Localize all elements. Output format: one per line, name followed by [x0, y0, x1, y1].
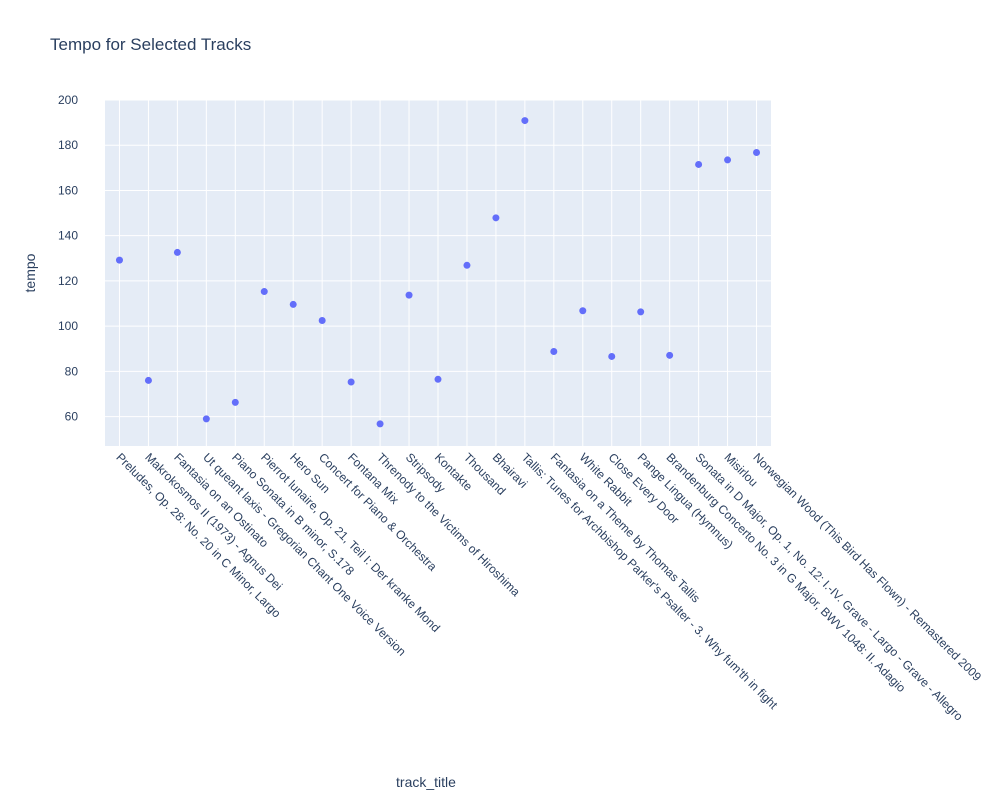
- data-point[interactable]: [550, 347, 558, 355]
- data-point[interactable]: [289, 300, 297, 308]
- data-point[interactable]: [434, 375, 442, 383]
- y-tick-label: 120: [58, 274, 78, 288]
- y-axis-title: tempo: [22, 253, 38, 292]
- x-tick-label: Sonata in D Major, Op. 1, No. 12: I.-IV.…: [692, 450, 965, 723]
- y-tick-label: 160: [58, 183, 78, 197]
- y-tick-label: 80: [65, 364, 79, 378]
- data-point[interactable]: [231, 398, 239, 406]
- x-axis-ticks: Preludes, Op. 28: No. 20 in C Minor, Lar…: [113, 450, 984, 723]
- chart-title: Tempo for Selected Tracks: [50, 35, 251, 54]
- data-point[interactable]: [666, 351, 674, 359]
- data-point[interactable]: [376, 420, 384, 428]
- y-axis-ticks: 60 80 100 120 140 160 180 200: [58, 93, 78, 424]
- data-point[interactable]: [115, 256, 123, 264]
- y-tick-label: 180: [58, 138, 78, 152]
- data-point[interactable]: [347, 378, 355, 386]
- x-axis-title: track_title: [396, 774, 456, 790]
- data-point[interactable]: [463, 261, 471, 269]
- y-tick-label: 140: [58, 229, 78, 243]
- data-point[interactable]: [695, 160, 703, 168]
- data-point[interactable]: [144, 376, 152, 384]
- data-point[interactable]: [405, 291, 413, 299]
- data-point[interactable]: [637, 308, 645, 316]
- data-point[interactable]: [260, 288, 268, 296]
- data-point[interactable]: [724, 156, 732, 164]
- data-point[interactable]: [753, 148, 761, 156]
- data-point[interactable]: [173, 248, 181, 256]
- data-point[interactable]: [202, 415, 210, 423]
- gridlines: [105, 99, 771, 446]
- data-point[interactable]: [492, 214, 500, 222]
- data-point[interactable]: [521, 117, 529, 125]
- y-tick-label: 200: [58, 93, 78, 107]
- data-point[interactable]: [318, 316, 326, 324]
- y-tick-label: 60: [65, 410, 79, 424]
- data-points: [115, 117, 761, 428]
- data-point[interactable]: [579, 307, 587, 315]
- y-tick-label: 100: [58, 319, 78, 333]
- data-point[interactable]: [608, 352, 616, 360]
